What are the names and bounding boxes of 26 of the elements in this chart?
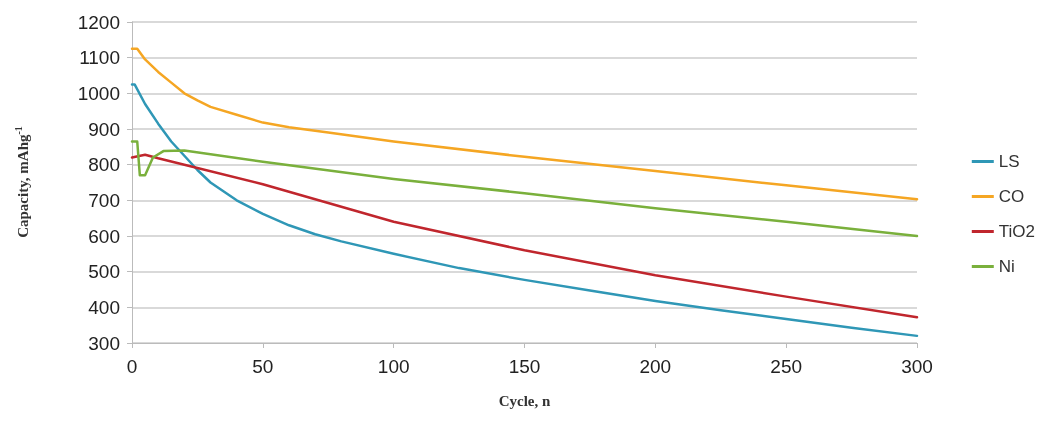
line-series <box>130 47 919 201</box>
legend-label: LS <box>998 152 1020 171</box>
x-tick-label: 250 <box>770 356 803 377</box>
line-series <box>130 153 919 319</box>
x-tick-label: 300 <box>901 356 933 377</box>
y-tick-label: 400 <box>88 296 120 318</box>
y-tick-label: 600 <box>88 225 120 247</box>
line-series <box>130 140 919 238</box>
legend-label: TiO2 <box>998 222 1036 241</box>
line-series <box>130 83 919 338</box>
legend-label: Ni <box>998 257 1015 276</box>
x-tick-label: 100 <box>377 356 410 377</box>
y-tick-label: 1200 <box>77 11 120 33</box>
y-tick-label: 700 <box>88 189 120 211</box>
y-tick-label: 300 <box>88 332 120 354</box>
x-tick-label: 200 <box>639 356 672 377</box>
x-tick-label: 150 <box>508 356 541 377</box>
y-tick-label: 800 <box>88 154 120 176</box>
y-tick-label: 500 <box>88 261 120 283</box>
legend-label: CO <box>998 187 1025 206</box>
y-tick-label: 1100 <box>79 47 120 69</box>
y-tick-label: 1000 <box>77 82 120 104</box>
x-tick-label: 50 <box>252 356 274 377</box>
y-tick-label: 900 <box>88 118 120 140</box>
x-tick-label: 0 <box>126 356 138 377</box>
x-axis-title: Cycle, n <box>498 392 551 409</box>
